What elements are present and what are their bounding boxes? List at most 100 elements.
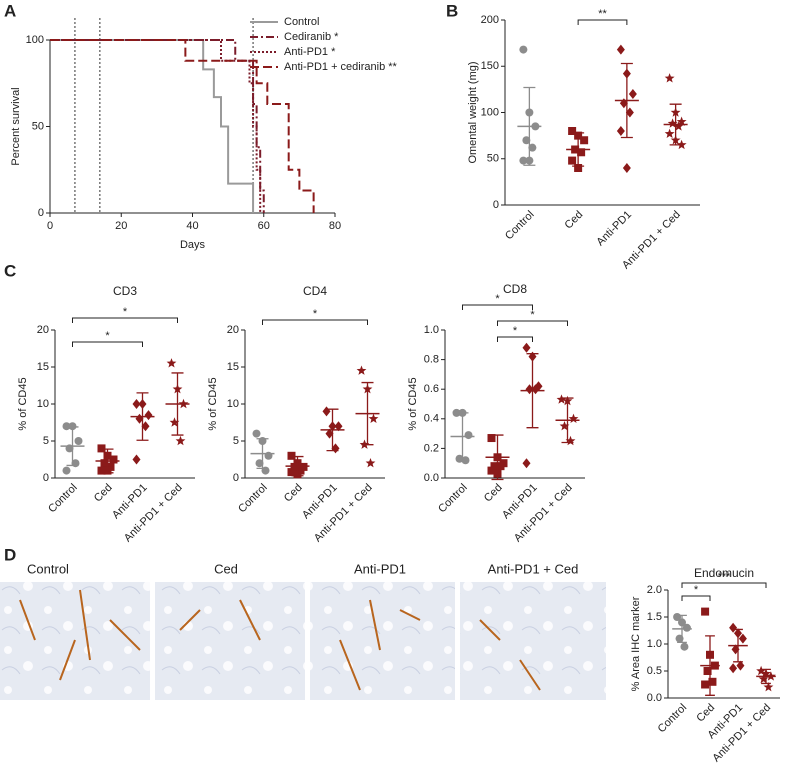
y-tick-label: 0.2 [424,442,439,454]
survival-curve [50,39,255,213]
y-axis-label: Percent survival [10,87,22,165]
y-tick-label: 200 [481,14,499,26]
point [568,127,577,135]
point [559,421,570,431]
y-tick-label: 20 [227,324,239,336]
point [673,121,684,131]
significance-bracket [497,320,568,326]
x-tick-label: Control [46,482,80,516]
y-tick-label: 50 [32,120,44,132]
point [676,139,687,150]
y-tick-label: 0 [38,207,44,219]
micrograph [155,582,305,700]
x-tick-label: Ced [92,482,115,505]
significance-label: * [495,293,500,305]
point [756,665,766,676]
y-tick-label: 1.0 [424,324,439,336]
point [519,156,528,165]
point [287,468,296,477]
point [568,156,577,165]
x-tick-label: Control [236,482,270,516]
point [287,451,296,460]
y-tick-label: 10 [37,398,49,410]
vessel-stain [19,589,541,691]
image-label: Ced [214,561,238,576]
point [365,458,376,468]
point [574,164,583,172]
y-tick-label: 15 [37,361,49,373]
point [166,358,177,368]
point [97,444,106,453]
survival-curve [50,39,262,213]
point [175,435,186,446]
point [708,677,717,686]
significance-bracket [681,595,711,601]
y-tick-label: 150 [481,60,499,72]
point [556,394,567,404]
y-axis-label: % Area IHC marker [630,596,642,691]
x-tick-label: Control [656,702,690,736]
micrographs [0,582,606,700]
point [109,455,118,464]
significance-label: * [123,306,128,318]
point [729,622,738,633]
point [763,682,774,692]
legend-label: Anti-PD1 * [284,46,336,58]
x-tick-label: 60 [258,220,270,232]
point [132,399,141,409]
micrograph [460,582,606,700]
x-tick-label: Ced [282,482,305,505]
point [758,673,769,684]
point [464,431,473,440]
point [522,342,531,353]
y-tick-label: 1.0 [647,638,662,650]
point [252,429,261,438]
point [628,89,637,99]
panel-label: C [4,261,16,280]
point [144,410,153,421]
point [531,384,540,395]
legend-label: Cediranib * [284,31,339,43]
x-tick-label: Ced [563,209,586,232]
point [703,667,712,675]
point [74,437,83,445]
y-tick-label: 20 [37,324,49,336]
point [580,136,589,145]
point [169,417,180,427]
point [701,607,710,616]
x-tick-label: 0 [47,220,53,232]
point [568,413,579,423]
legend-label: Control [284,16,319,28]
point [738,633,747,644]
point [62,422,71,431]
significance-label: * [105,330,110,342]
y-tick-label: 2.0 [647,584,662,596]
y-tick-label: 10 [227,398,239,410]
x-tick-label: 80 [329,220,341,232]
panel-label: B [446,1,458,20]
point [676,116,687,126]
point [141,421,150,432]
x-tick-label: Control [503,209,537,243]
point [100,459,109,468]
y-tick-label: 100 [26,34,44,46]
point [667,118,678,128]
significance-label: ** [598,8,607,20]
x-tick-label: Ced [694,702,717,725]
x-tick-label: 20 [115,220,127,232]
y-tick-label: 100 [481,106,499,118]
x-tick-label: Ced [482,482,505,505]
y-tick-label: 0.0 [647,692,662,704]
point [736,660,745,671]
y-tick-label: 15 [227,361,239,373]
y-axis-label: Omental weight (mg) [467,61,479,163]
chart-title: Endomucin [694,566,754,580]
point [487,466,496,475]
significance-bracket [681,582,767,588]
y-tick-label: 5 [233,435,239,447]
significance-bracket [72,317,178,323]
significance-label: * [313,308,318,320]
x-axis-label: Days [180,239,206,251]
point [565,435,576,446]
